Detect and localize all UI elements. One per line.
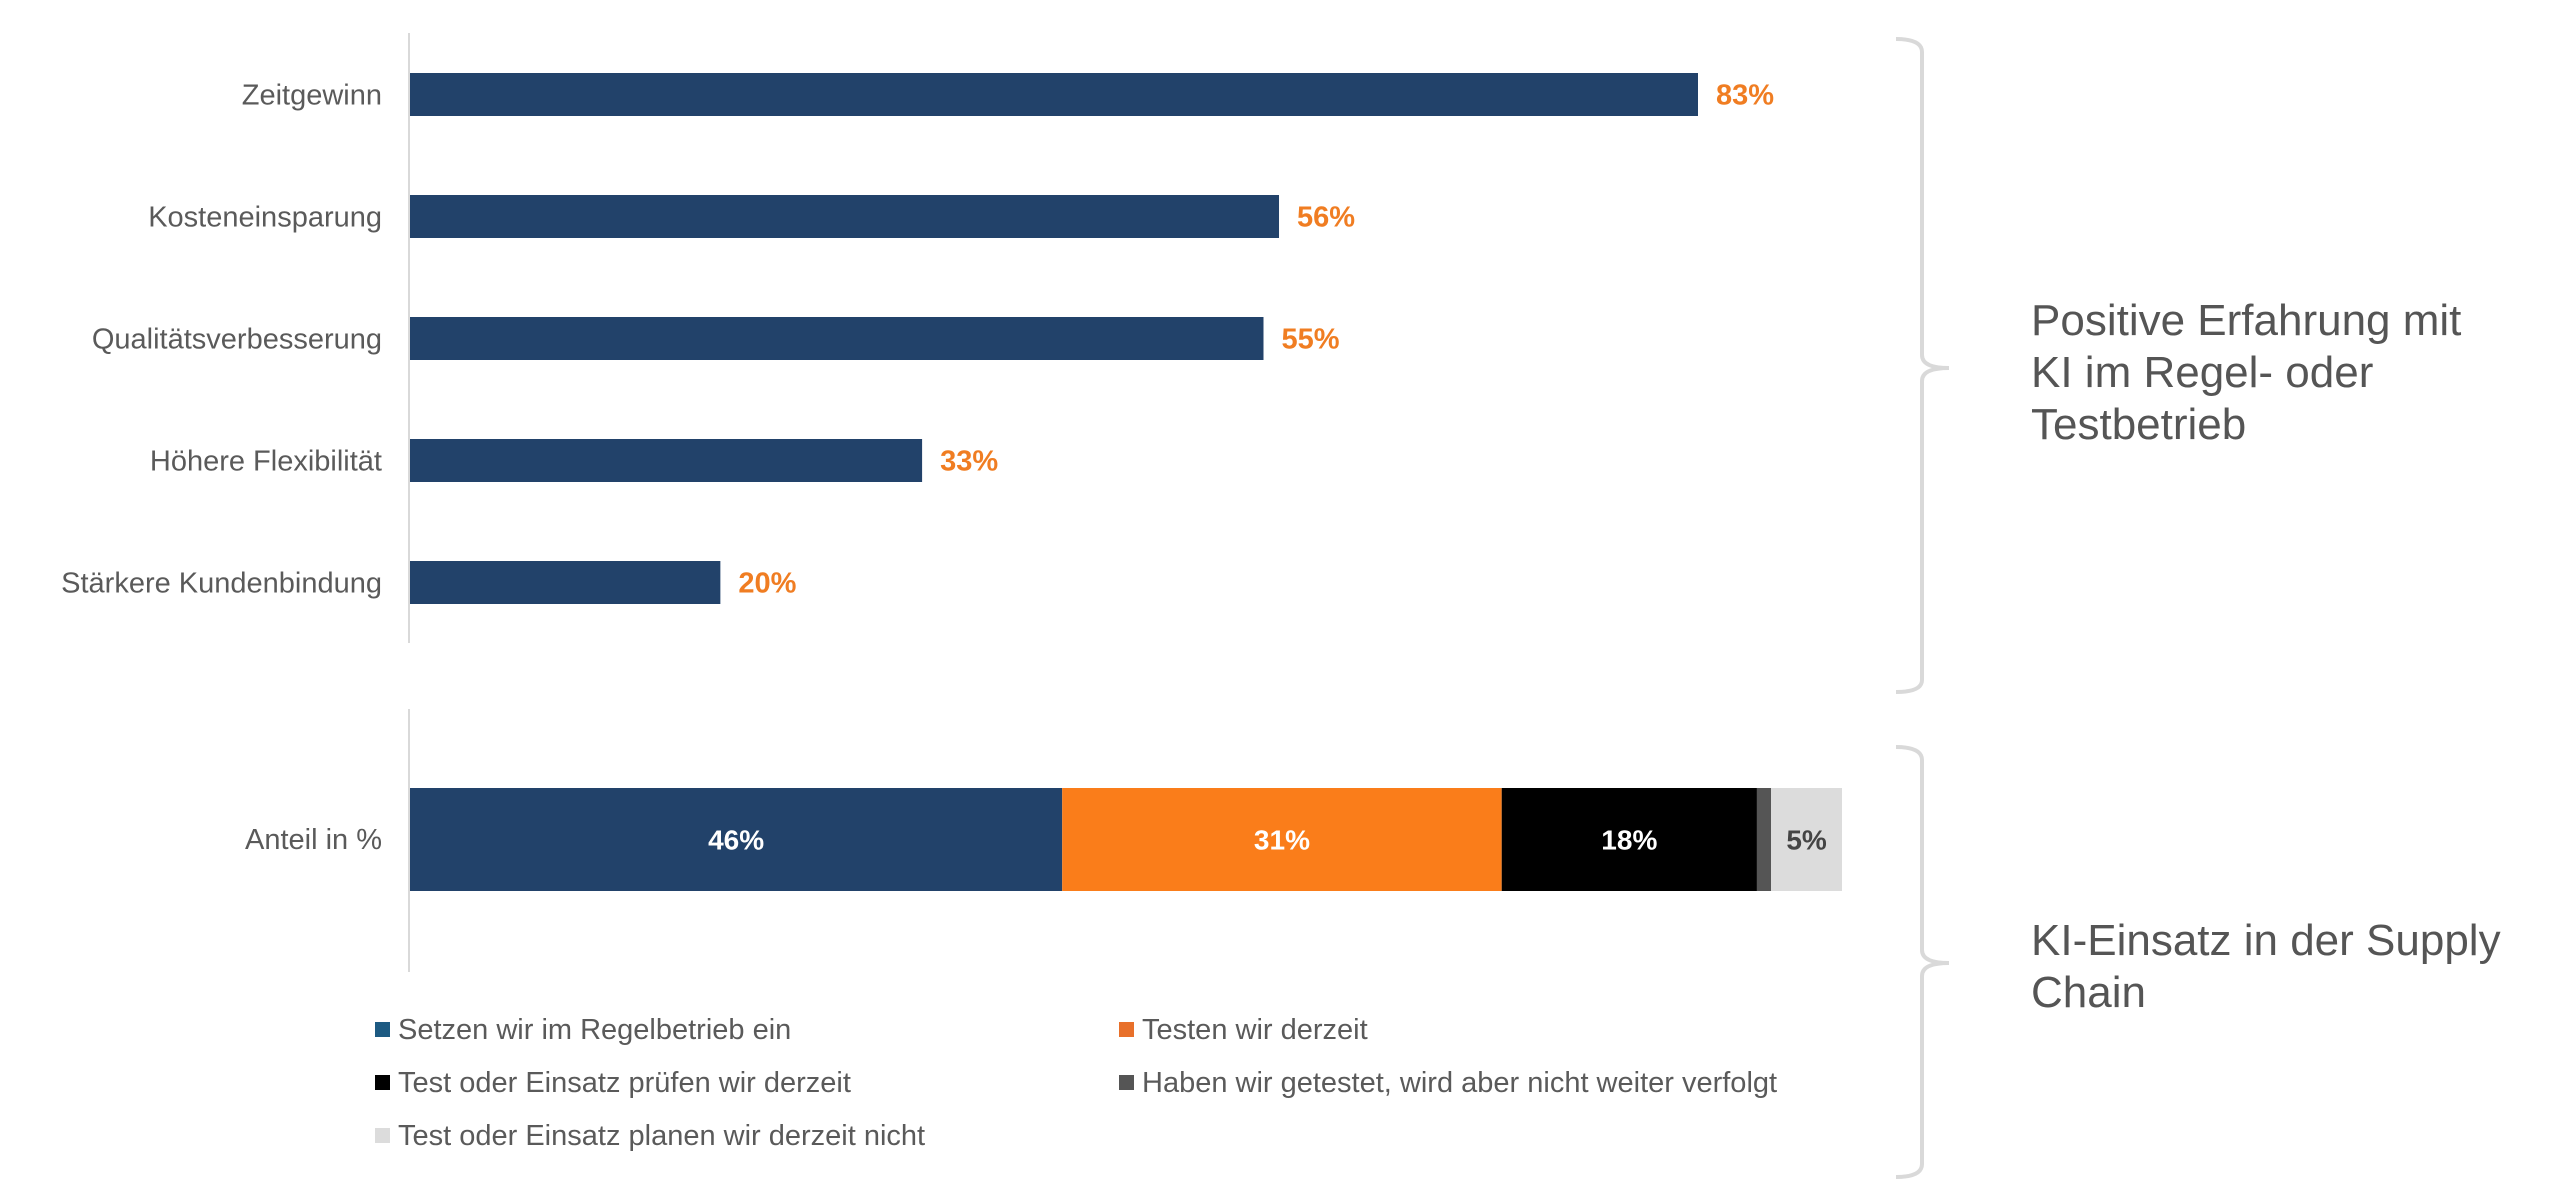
annotation-top-line-1: Positive Erfahrung mit	[2031, 296, 2461, 345]
segment-label: 46%	[708, 825, 764, 856]
stack-segment	[1501, 788, 1757, 891]
category-label: Höhere Flexibilität	[150, 446, 382, 478]
bar	[410, 317, 1264, 360]
value-label: 83%	[1716, 80, 1774, 112]
value-label: 56%	[1297, 202, 1355, 234]
category-label: Stärkere Kundenbindung	[61, 568, 382, 600]
benefits-bar-chart: Zeitgewinn 83% Kosteneinsparung 56% Qualität…	[61, 33, 1774, 643]
legend-swatch	[1119, 1075, 1134, 1090]
annotation-bottom: KI-Einsatz in der Supply Chain	[2031, 916, 2513, 1017]
bar	[410, 73, 1698, 116]
legend-swatch	[375, 1022, 390, 1037]
bracket-bottom	[1895, 745, 1950, 1179]
annotation-top-line-3: Testbetrieb	[2031, 400, 2246, 449]
legend-label: Test oder Einsatz planen wir derzeit nic…	[398, 1120, 925, 1152]
category-label: Qualitätsverbesserung	[92, 324, 382, 356]
legend: Setzen wir im Regelbetrieb ein Testen wir…	[375, 1014, 1777, 1152]
category-label: Zeitgewinn	[242, 80, 382, 112]
bar	[410, 439, 923, 482]
segment-label: 5%	[1786, 825, 1827, 856]
legend-swatch	[375, 1128, 390, 1143]
annotation-bottom-line-2: Chain	[2031, 968, 2146, 1017]
legend-swatch	[1119, 1022, 1134, 1037]
annotation-top-line-2: KI im Regel- oder	[2031, 348, 2373, 397]
bracket-top	[1895, 37, 1950, 694]
value-label: 55%	[1281, 324, 1339, 356]
benefits-bars: Zeitgewinn 83% Kosteneinsparung 56% Qualität…	[61, 73, 1774, 604]
segment-label: 31%	[1254, 825, 1310, 856]
stacked-segments: 46% 31% 18% 5%	[410, 788, 1842, 891]
annotation-top: Positive Erfahrung mit KI im Regel- oder…	[2031, 296, 2474, 449]
usage-stacked-bar-chart: Anteil in % 46% 31% 18% 5% Setzen wir im Re…	[245, 709, 1842, 1152]
bar	[410, 561, 721, 604]
legend-label: Testen wir derzeit	[1142, 1014, 1368, 1046]
legend-label: Haben wir getestet, wird aber nicht weit…	[1142, 1067, 1777, 1099]
category-label: Kosteneinsparung	[148, 202, 382, 234]
stack-segment	[1771, 788, 1842, 891]
annotation-bottom-line-1: KI-Einsatz in der Supply	[2031, 916, 2501, 965]
stack-segment	[1062, 788, 1502, 891]
legend-swatch	[375, 1075, 390, 1090]
stack-segment	[410, 788, 1063, 891]
legend-label: Test oder Einsatz prüfen wir derzeit	[398, 1067, 851, 1099]
stacked-category-label: Anteil in %	[245, 824, 382, 856]
value-label: 20%	[738, 568, 796, 600]
legend-label: Setzen wir im Regelbetrieb ein	[398, 1014, 791, 1046]
stack-segment	[1756, 788, 1772, 891]
segment-label: 18%	[1601, 825, 1657, 856]
bar	[410, 195, 1280, 238]
value-label: 33%	[940, 446, 998, 478]
